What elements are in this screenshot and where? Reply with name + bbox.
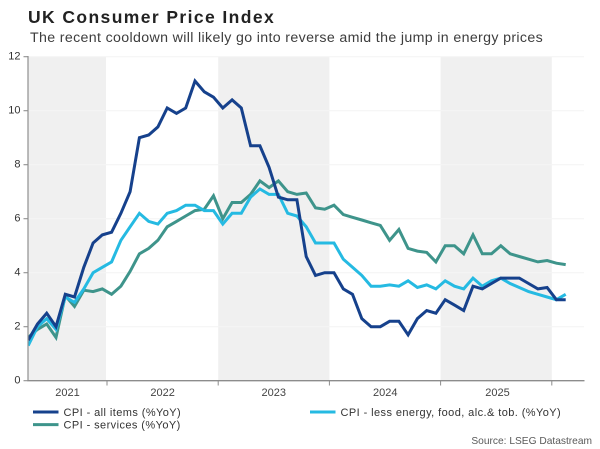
svg-text:CPI - less energy, food, alc.&: CPI - less energy, food, alc.& tob. (%Yo…: [341, 407, 562, 419]
svg-text:2: 2: [14, 321, 20, 333]
svg-text:Source: LSEG Datastream: Source: LSEG Datastream: [471, 436, 592, 447]
svg-text:6: 6: [14, 213, 20, 225]
svg-text:CPI - all items (%YoY): CPI - all items (%YoY): [64, 407, 182, 419]
svg-text:10: 10: [8, 105, 20, 117]
svg-text:2021: 2021: [55, 387, 79, 399]
svg-text:CPI - services (%YoY): CPI - services (%YoY): [64, 420, 181, 432]
svg-text:2025: 2025: [485, 387, 509, 399]
svg-text:0: 0: [14, 375, 20, 387]
svg-text:2023: 2023: [262, 387, 286, 399]
svg-text:2022: 2022: [150, 387, 174, 399]
svg-text:2024: 2024: [373, 387, 397, 399]
svg-text:4: 4: [14, 267, 20, 279]
svg-text:8: 8: [14, 159, 20, 171]
svg-text:12: 12: [8, 51, 20, 63]
